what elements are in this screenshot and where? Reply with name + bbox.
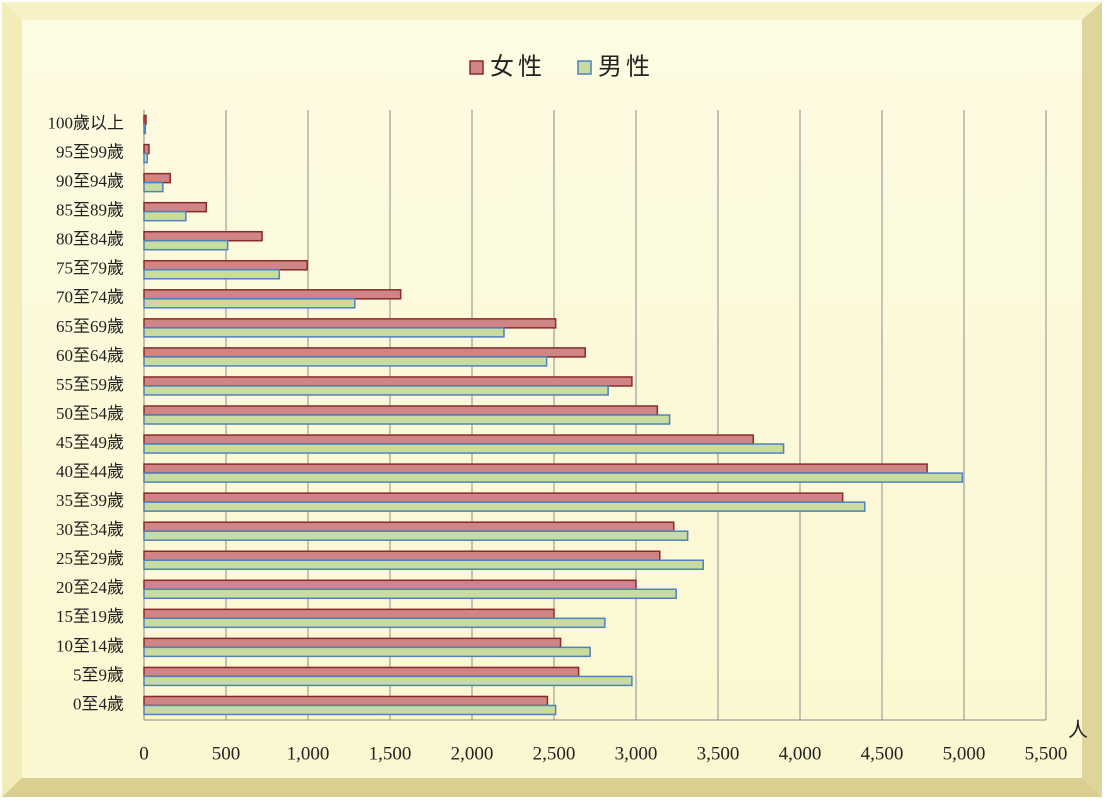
y-tick-label: 50至54歲 — [56, 404, 124, 423]
bar — [143, 356, 548, 367]
bar — [143, 675, 633, 687]
bar — [143, 269, 281, 280]
x-tick-label: 4,000 — [779, 743, 822, 764]
legend-label: 女性 — [490, 54, 546, 81]
y-tick-label: 20至24歲 — [56, 578, 124, 597]
bar — [143, 201, 208, 213]
y-tick-label: 80至84歲 — [56, 230, 124, 249]
y-tick-label: 65至69歲 — [56, 317, 124, 336]
x-tick-label: 1,000 — [287, 743, 330, 764]
x-tick-label: 3,500 — [697, 743, 740, 764]
bar — [143, 405, 659, 416]
chart-area — [22, 20, 1082, 778]
bar — [143, 704, 557, 716]
x-tick-label: 5,000 — [943, 743, 986, 764]
y-tick-label: 10至14歲 — [56, 636, 124, 655]
bar — [143, 181, 164, 193]
bar — [143, 559, 704, 570]
legend-swatch — [469, 60, 484, 75]
x-tick-label: 2,000 — [451, 743, 494, 764]
bar — [143, 695, 549, 707]
bar — [143, 239, 229, 251]
x-tick-label: 4,500 — [861, 743, 904, 764]
y-tick-label: 40至44歲 — [56, 462, 124, 481]
bar — [143, 637, 562, 649]
bar — [143, 530, 689, 541]
x-axis-label: 人 — [1068, 719, 1088, 742]
bar — [143, 608, 555, 620]
bar — [143, 492, 844, 503]
x-tick-label: 5,500 — [1025, 743, 1068, 764]
y-tick-label: 90至94歲 — [56, 172, 124, 191]
y-tick-label: 70至74歲 — [56, 288, 124, 307]
bar — [143, 327, 505, 338]
bar — [143, 521, 675, 532]
y-tick-label: 85至89歲 — [56, 201, 124, 220]
y-tick-label: 25至29歲 — [56, 549, 124, 568]
y-tick-label: 55至59歲 — [56, 375, 124, 394]
bar — [143, 172, 171, 184]
bar — [143, 210, 187, 222]
bar — [143, 114, 147, 126]
y-tick-label: 95至99歲 — [56, 142, 124, 161]
bar — [143, 260, 308, 271]
bar — [143, 123, 147, 135]
y-tick-label: 5至9歲 — [73, 665, 124, 684]
y-tick-label: 15至19歲 — [56, 607, 124, 626]
bar — [143, 318, 557, 329]
bar — [143, 289, 402, 300]
bar — [143, 463, 928, 474]
bar — [143, 152, 149, 164]
x-tick-label: 0 — [139, 743, 149, 764]
bar — [143, 588, 677, 600]
bar — [143, 472, 964, 483]
bar — [143, 646, 591, 658]
bar — [143, 230, 263, 242]
bar — [143, 443, 785, 454]
bar — [143, 414, 671, 425]
bar — [143, 434, 755, 445]
x-tick-label: 500 — [212, 743, 241, 764]
legend-swatch — [577, 60, 592, 75]
bar — [143, 550, 661, 561]
bar — [143, 579, 637, 591]
x-tick-label: 1,500 — [369, 743, 412, 764]
x-tick-label: 3,000 — [615, 743, 658, 764]
bevel-left — [2, 2, 22, 797]
bar — [143, 298, 356, 309]
bevel-top — [2, 2, 1102, 20]
legend-label: 男性 — [598, 54, 654, 81]
bevel-right — [1082, 2, 1102, 797]
bar — [143, 385, 609, 396]
y-tick-label: 60至64歲 — [56, 346, 124, 365]
x-tick-label: 2,500 — [533, 743, 576, 764]
bar — [143, 666, 580, 678]
bar — [143, 501, 866, 512]
y-tick-label: 0至4歲 — [73, 694, 124, 713]
y-tick-label: 30至34歲 — [56, 520, 124, 539]
bar — [143, 617, 606, 629]
y-tick-label: 45至49歲 — [56, 433, 124, 452]
y-tick-label: 100歲以上 — [48, 113, 125, 132]
y-tick-label: 35至39歲 — [56, 491, 124, 510]
bar — [143, 376, 633, 387]
y-tick-label: 75至79歲 — [56, 259, 124, 278]
bar — [143, 143, 150, 155]
bevel-bottom — [2, 778, 1102, 797]
bar — [143, 347, 586, 358]
